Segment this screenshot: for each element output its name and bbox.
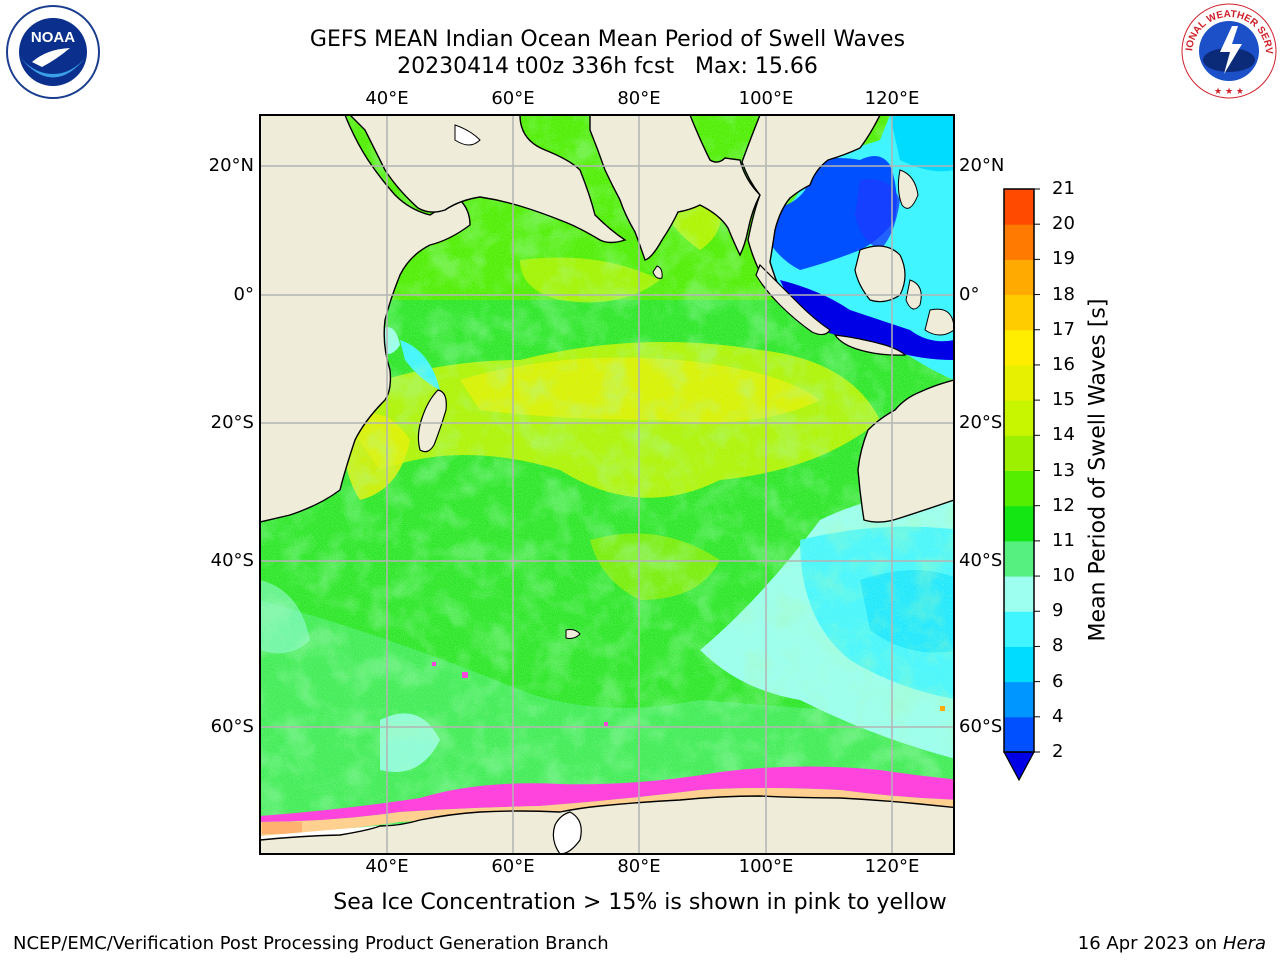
arabia-land bbox=[349, 115, 627, 244]
graticule bbox=[260, 115, 954, 854]
colorbar-under-arrow bbox=[1002, 751, 1036, 782]
colorbar-segment bbox=[1004, 646, 1034, 683]
plot-subtitle: 20230414 t00z 336h fcst Max: 15.66 bbox=[397, 54, 818, 79]
map-frame bbox=[259, 114, 955, 855]
madagascar bbox=[417, 389, 447, 453]
colorbar-segment bbox=[1004, 189, 1034, 225]
colorbar-tick-label: 14 bbox=[1052, 424, 1075, 446]
colorbar-segment bbox=[1004, 505, 1034, 542]
colorbar-segment bbox=[1004, 540, 1034, 577]
colorbar-segment bbox=[1004, 435, 1034, 471]
top-lon-label: 100°E bbox=[738, 88, 794, 109]
footer-credit: NCEP/EMC/Verification Post Processing Pr… bbox=[13, 933, 609, 954]
colorbar-tick-label: 20 bbox=[1052, 213, 1075, 235]
colorbar-tick-label: 17 bbox=[1052, 318, 1075, 340]
africa-land bbox=[260, 115, 471, 523]
left-lat-label: 60°S bbox=[210, 716, 254, 737]
colorbar-tick-label: 16 bbox=[1052, 353, 1075, 375]
right-lat-label: 60°S bbox=[959, 716, 1003, 737]
colorbar-tick-label: 9 bbox=[1052, 600, 1064, 622]
colorbar-segment bbox=[1004, 259, 1034, 296]
right-lat-label: 20°S bbox=[959, 412, 1003, 433]
colorbar bbox=[1002, 188, 1040, 782]
colorbar-segment bbox=[1004, 716, 1034, 753]
colorbar-segment bbox=[1004, 681, 1034, 718]
colorbar-tick-label: 19 bbox=[1052, 248, 1075, 270]
colorbar-tick-label: 18 bbox=[1052, 283, 1075, 305]
colorbar-tick-label: 13 bbox=[1052, 459, 1075, 481]
colorbar-tick-label: 2 bbox=[1052, 741, 1064, 762]
bottom-lon-label: 100°E bbox=[738, 856, 794, 877]
footer-date: 16 Apr 2023 on Hera bbox=[1078, 933, 1266, 954]
colorbar-tick-label: 10 bbox=[1052, 565, 1075, 587]
colorbar-title: Mean Period of Swell Waves [s] bbox=[1085, 298, 1111, 642]
colorbar-tick-label: 6 bbox=[1052, 670, 1064, 692]
plot-title: GEFS MEAN Indian Ocean Mean Period of Sw… bbox=[309, 27, 906, 52]
sea-ice-band bbox=[260, 766, 954, 822]
bottom-lon-label: 120°E bbox=[864, 856, 920, 877]
colorbar-tick-label: 11 bbox=[1052, 529, 1075, 551]
colorbar-tick-label: 12 bbox=[1052, 494, 1075, 516]
top-lon-label: 60°E bbox=[491, 88, 535, 109]
colorbar-segment bbox=[1004, 329, 1034, 366]
colorbar-tick-label: 8 bbox=[1052, 635, 1064, 657]
svg-text:★ ★ ★: ★ ★ ★ bbox=[1214, 87, 1244, 97]
colorbar-tick-label: 4 bbox=[1052, 705, 1064, 727]
antarctica-land bbox=[260, 795, 954, 854]
right-lat-label: 0° bbox=[959, 284, 980, 305]
noaa-logo-text: NOAA bbox=[31, 29, 75, 46]
colorbar-tick-label: 15 bbox=[1052, 389, 1075, 411]
bottom-lon-label: 60°E bbox=[491, 856, 535, 877]
southeast-asia-land bbox=[741, 115, 881, 291]
left-lat-label: 40°S bbox=[210, 550, 254, 571]
india-land bbox=[589, 115, 761, 261]
colorbar-segment bbox=[1004, 400, 1034, 436]
right-lat-label: 20°N bbox=[959, 155, 1005, 176]
colorbar-segment bbox=[1004, 294, 1034, 331]
colorbar-tick-label: 21 bbox=[1052, 178, 1075, 199]
colorbar-segment bbox=[1004, 364, 1034, 401]
left-lat-label: 0° bbox=[233, 284, 254, 305]
footer-host: Hera bbox=[1222, 933, 1266, 954]
bottom-lon-label: 40°E bbox=[365, 856, 409, 877]
nws-logo: NATIONAL WEATHER SERVICE ★ ★ ★ bbox=[1180, 2, 1277, 99]
colorbar-segment bbox=[1004, 470, 1034, 507]
noaa-logo: NOAA bbox=[6, 5, 100, 99]
top-lon-label: 80°E bbox=[617, 88, 661, 109]
left-lat-label: 20°S bbox=[210, 412, 254, 433]
colorbar-segment bbox=[1004, 576, 1034, 612]
top-lon-label: 120°E bbox=[864, 88, 920, 109]
colorbar-segment bbox=[1004, 611, 1034, 647]
australia-land bbox=[857, 379, 954, 523]
colorbar-segment bbox=[1004, 224, 1034, 260]
sea-ice-note: Sea Ice Concentration > 15% is shown in … bbox=[333, 890, 947, 915]
right-lat-label: 40°S bbox=[959, 550, 1003, 571]
left-lat-label: 20°N bbox=[208, 155, 254, 176]
bottom-lon-label: 80°E bbox=[617, 856, 661, 877]
top-lon-label: 40°E bbox=[365, 88, 409, 109]
footer-date-text: 16 Apr 2023 on bbox=[1077, 933, 1223, 954]
